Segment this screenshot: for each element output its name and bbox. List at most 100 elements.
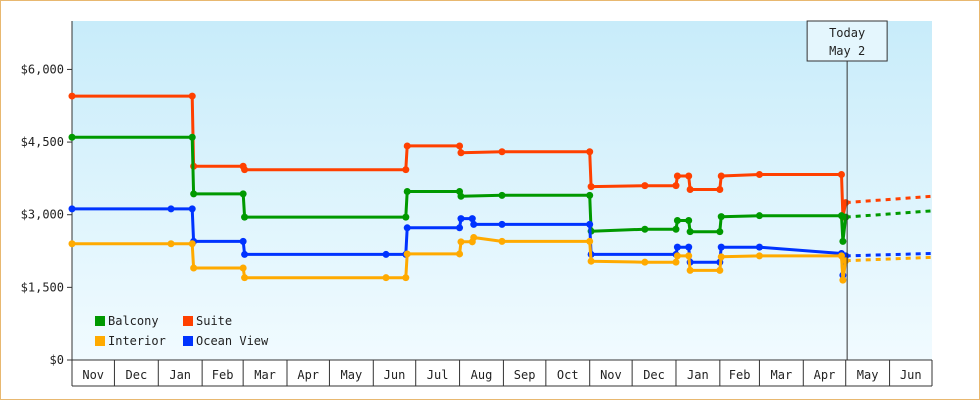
x-tick-label: Jan: [687, 368, 709, 382]
data-point: [717, 243, 725, 251]
y-tick-label: $6,000: [21, 62, 64, 76]
data-point: [839, 276, 847, 284]
data-point: [755, 212, 763, 220]
data-point: [382, 274, 390, 282]
data-point: [457, 215, 465, 223]
data-point: [456, 224, 464, 232]
y-tick-label: $0: [50, 353, 64, 367]
x-tick-label: Jul: [427, 368, 449, 382]
data-point: [167, 240, 175, 248]
data-point: [755, 252, 763, 260]
x-tick-label: Feb: [729, 368, 751, 382]
y-tick-label: $1,500: [21, 280, 64, 294]
x-tick-label: Sep: [514, 368, 536, 382]
data-point: [457, 149, 465, 157]
x-tick-label: Apr: [814, 368, 836, 382]
today-marker: Today May 2: [806, 20, 888, 360]
data-point: [402, 213, 410, 221]
x-tick-label: Aug: [471, 368, 493, 382]
data-point: [586, 220, 594, 228]
data-point: [190, 264, 198, 272]
data-point: [498, 220, 506, 228]
data-point: [382, 250, 390, 258]
data-point: [673, 217, 681, 225]
data-point: [457, 192, 465, 200]
series-interior: [68, 233, 933, 284]
data-point: [672, 225, 680, 233]
legend-swatch: [95, 316, 105, 326]
data-point: [403, 224, 411, 232]
legend-label: Ocean View: [196, 334, 269, 348]
x-tick-label: Mar: [254, 368, 276, 382]
data-point: [68, 205, 76, 213]
data-point: [468, 215, 476, 223]
data-point: [837, 252, 845, 260]
data-point: [837, 171, 845, 179]
x-tick-label: Dec: [643, 368, 665, 382]
x-tick-label: Nov: [600, 368, 622, 382]
series-suite: [68, 92, 933, 221]
axes: [71, 21, 932, 387]
data-point: [403, 142, 411, 150]
data-point: [641, 182, 649, 190]
data-point: [641, 258, 649, 266]
data-point: [686, 186, 694, 194]
x-tick-label: Jun: [384, 368, 406, 382]
legend-label: Balcony: [108, 314, 159, 328]
data-point: [457, 238, 465, 246]
data-point: [685, 172, 693, 180]
data-point: [241, 166, 249, 174]
data-point: [456, 142, 464, 150]
plot-background: [72, 21, 932, 360]
data-point: [839, 237, 847, 245]
x-axis-month-labels: Nov Dec Jan Feb Mar Apr May Jun Jul Aug Sep Oct Nov D…: [71, 360, 933, 386]
data-point: [686, 266, 694, 274]
data-point: [239, 264, 247, 272]
data-point: [717, 213, 725, 221]
forecast-line: [845, 255, 933, 263]
data-point: [587, 257, 595, 265]
data-point: [755, 243, 763, 251]
today-date-label: May 2: [829, 44, 865, 58]
y-tick-label: $3,000: [21, 208, 64, 222]
x-tick-label: May: [857, 368, 879, 382]
data-point: [586, 148, 594, 156]
data-point: [68, 133, 76, 141]
data-point: [586, 237, 594, 245]
x-tick-label: Apr: [297, 368, 319, 382]
data-point: [672, 258, 680, 266]
legend-swatch: [183, 316, 193, 326]
data-point: [586, 191, 594, 199]
data-point: [717, 253, 725, 261]
data-point: [716, 266, 724, 274]
x-tick-label: Dec: [126, 368, 148, 382]
data-point: [672, 182, 680, 190]
data-point: [188, 133, 196, 141]
x-tick-label: May: [341, 368, 363, 382]
data-point: [239, 237, 247, 245]
data-point: [402, 166, 410, 174]
y-axis-ticks: $0 $1,500 $3,000 $4,500 $6,000: [21, 62, 72, 367]
x-tick-label: Nov: [82, 368, 104, 382]
data-point: [716, 186, 724, 194]
data-point: [685, 217, 693, 225]
data-point: [188, 92, 196, 100]
x-tick-label: Oct: [557, 368, 579, 382]
data-point: [673, 243, 681, 251]
data-point: [190, 190, 198, 198]
x-tick-label: Feb: [212, 368, 234, 382]
data-point: [685, 243, 693, 251]
data-point: [755, 171, 763, 179]
legend-item-ocean-view: Ocean View: [183, 334, 269, 348]
data-point: [239, 190, 247, 198]
x-tick-label: Mar: [771, 368, 793, 382]
legend-label: Suite: [196, 314, 232, 328]
legend: Balcony Suite Interior Ocean View: [95, 314, 269, 348]
series-lines: [68, 92, 933, 284]
forecast-line: [845, 251, 933, 258]
forecast-line: [845, 209, 933, 219]
forecast-line: [845, 194, 933, 205]
data-point: [470, 233, 478, 241]
data-point: [241, 274, 249, 282]
